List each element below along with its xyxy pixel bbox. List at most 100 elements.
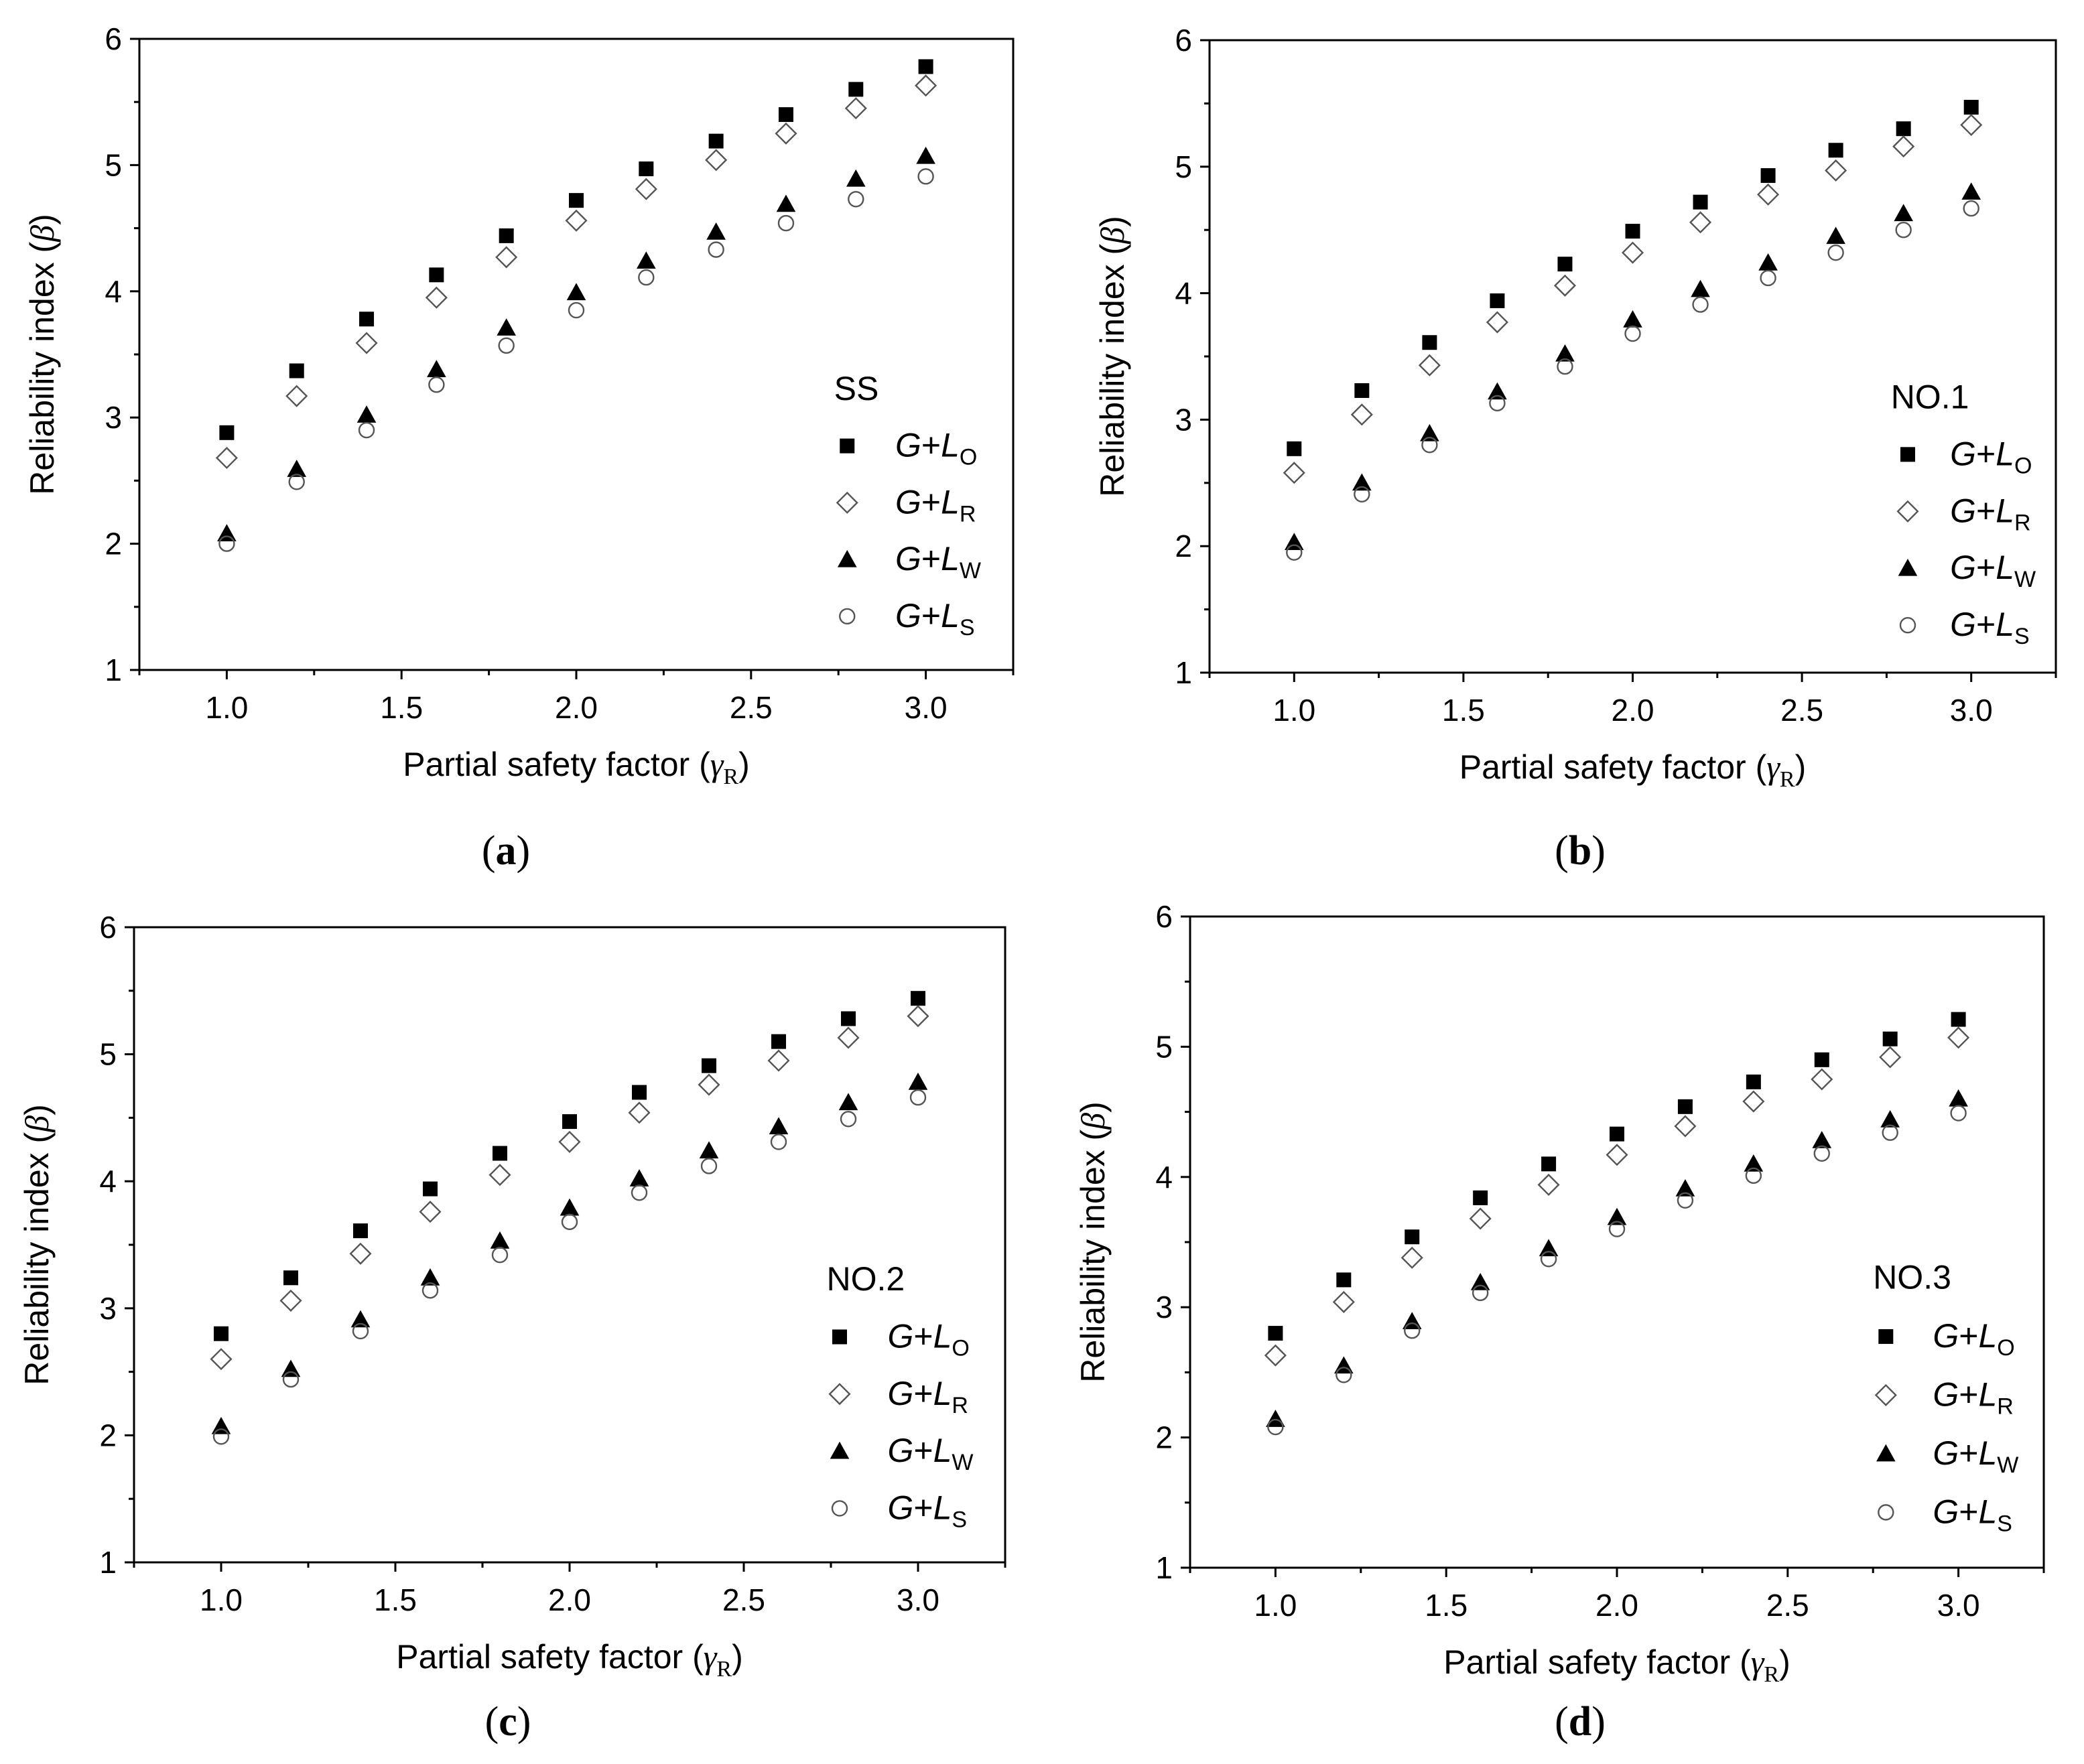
data-point (1880, 1109, 1900, 1128)
y-tick-label: 6 (1175, 23, 1192, 58)
y-tick-label: 4 (1175, 276, 1192, 311)
series-O (214, 991, 925, 1341)
data-point (635, 178, 657, 200)
x-tick-label: 2.5 (730, 690, 773, 725)
data-point (1401, 1246, 1423, 1269)
data-point (1689, 211, 1712, 234)
y-tick-label: 5 (1175, 149, 1192, 184)
data-point (632, 1085, 647, 1100)
data-point (777, 214, 795, 232)
panel-1: 1 2 3 4 5 6 1.0 1.5 2.0 2.5 3.0 Partial safety fact… (23, 21, 1015, 789)
data-point (493, 1146, 507, 1161)
data-point (212, 1428, 230, 1445)
legend-title: NO.1 (1891, 378, 1969, 415)
data-point (499, 228, 514, 243)
data-point (353, 1223, 368, 1239)
y-tick-label: 3 (1175, 402, 1192, 437)
x-tick-label: 1.5 (374, 1582, 417, 1617)
data-point (1606, 1144, 1628, 1166)
data-point (1814, 1052, 1829, 1067)
data-point (355, 332, 378, 354)
y-tick-label: 3 (1155, 1290, 1173, 1325)
data-point (1336, 1367, 1352, 1383)
data-point (1537, 1173, 1560, 1197)
data-point (841, 1011, 856, 1026)
data-point (210, 1348, 233, 1371)
data-point (1422, 335, 1437, 350)
legend-marker (837, 549, 857, 567)
data-point (1488, 382, 1507, 400)
x-axis-label: Partial safety factor (γR) (1443, 1643, 1790, 1687)
data-point (282, 1371, 300, 1388)
data-point (1624, 325, 1641, 342)
data-point (916, 146, 935, 164)
y-tick-label: 2 (105, 527, 122, 561)
data-point (1811, 1068, 1833, 1091)
legend-label: G+LS (1950, 606, 2030, 649)
data-point (1674, 1115, 1697, 1138)
data-point (1760, 269, 1776, 287)
data-point (1266, 1410, 1285, 1427)
y-tick-label: 2 (1155, 1420, 1173, 1455)
data-point (706, 222, 726, 240)
data-point (1283, 462, 1305, 484)
data-point (629, 1169, 649, 1186)
data-point (1336, 1272, 1352, 1288)
data-point (1758, 253, 1778, 271)
data-point (1421, 436, 1438, 454)
series-O (1287, 100, 1979, 456)
data-point (1539, 1239, 1559, 1257)
legend: NO.2 G+LO G+LR G+LW G+LS (827, 1260, 974, 1532)
data-point (283, 1270, 298, 1286)
data-point (1691, 279, 1710, 297)
data-point (1540, 1251, 1557, 1268)
data-point (1896, 121, 1911, 137)
data-point (1557, 257, 1573, 272)
series-S (212, 1089, 927, 1445)
data-point (776, 194, 796, 212)
y-axis-label: Reliability index (β) (18, 1104, 56, 1385)
data-point (1405, 1229, 1420, 1245)
data-point (838, 1093, 858, 1111)
legend-marker (1898, 558, 1918, 576)
legend-label: G+LR (895, 483, 976, 527)
data-point (1553, 274, 1577, 297)
data-point (698, 1073, 720, 1096)
data-point (631, 1184, 648, 1201)
panel-2: 1 2 3 4 5 6 1.0 1.5 2.0 2.5 3.0 Partial safety fact… (1094, 23, 2057, 792)
legend-title: NO.2 (827, 1260, 905, 1298)
data-point (705, 149, 728, 172)
y-tick-label: 5 (1155, 1029, 1173, 1064)
y-tick-label: 5 (105, 147, 122, 182)
data-point (425, 286, 448, 309)
x-tick-label: 1.5 (1425, 1588, 1468, 1623)
data-point (1742, 1090, 1765, 1113)
legend-title: SS (834, 370, 879, 407)
data-point (1960, 113, 1983, 137)
data-point (356, 405, 377, 423)
data-point (498, 337, 515, 354)
series-W (1285, 182, 1981, 550)
panel-4: 1 2 3 4 5 6 1.0 1.5 2.0 2.5 3.0 Partial safety fact… (1074, 899, 2045, 1687)
y-tick-label: 3 (105, 400, 122, 435)
data-point (1287, 441, 1302, 456)
legend-label: G+LR (888, 1375, 968, 1418)
data-point (918, 59, 933, 74)
legend-label: G+LW (1933, 1434, 2018, 1478)
data-point (217, 524, 237, 541)
data-point (771, 1034, 786, 1049)
data-point (840, 1111, 857, 1128)
series-R (210, 1005, 929, 1371)
x-tick-label: 3.0 (1950, 693, 1993, 728)
panel-caption: (c) (485, 1699, 531, 1745)
data-point (218, 535, 235, 552)
legend-marker (1878, 1504, 1894, 1521)
series-S (1267, 1105, 1967, 1436)
data-point (700, 1158, 718, 1174)
legend-marker (1899, 617, 1916, 634)
data-point (214, 1326, 229, 1341)
data-point (568, 301, 585, 319)
legend-marker (832, 1329, 847, 1345)
data-point (1879, 1046, 1902, 1069)
data-point (778, 107, 793, 123)
